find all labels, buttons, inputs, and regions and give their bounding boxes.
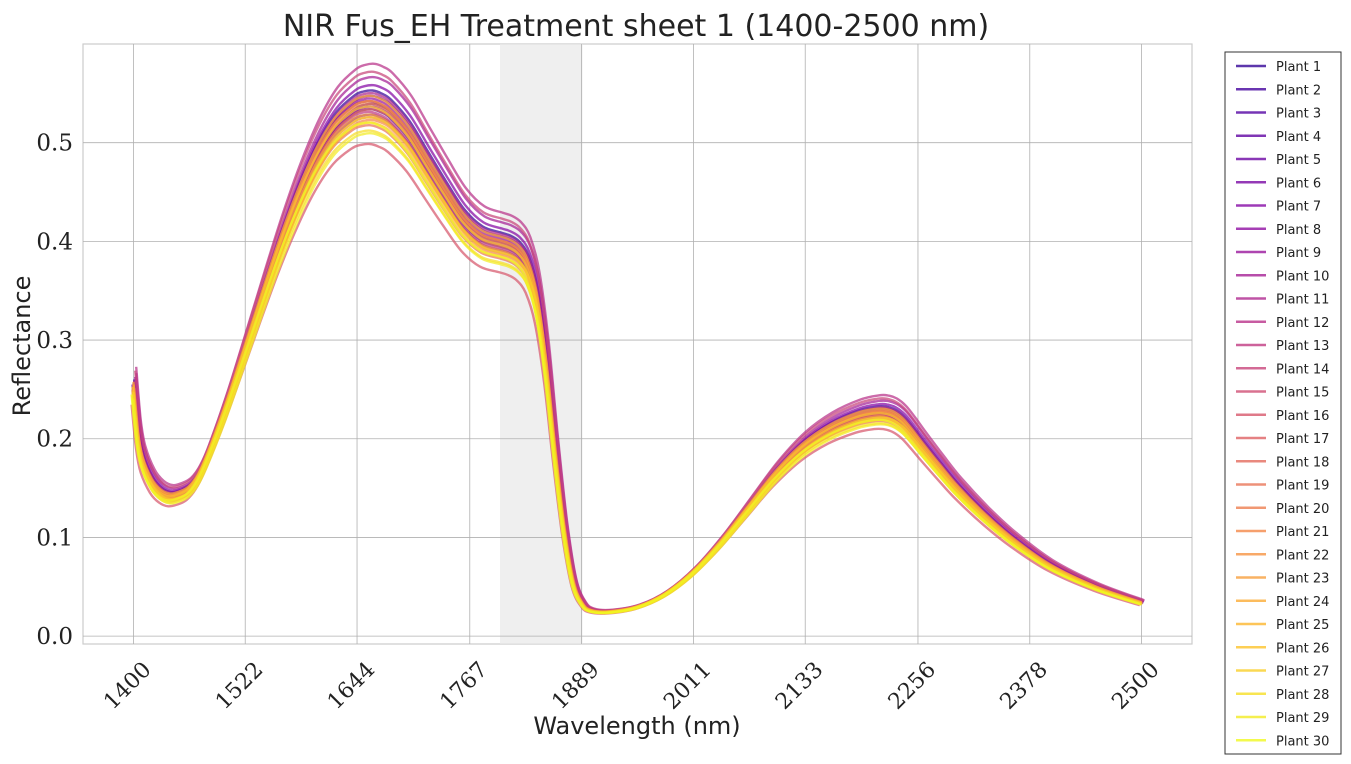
y-tick-label: 0.2	[36, 427, 73, 453]
legend-label: Plant 2	[1276, 83, 1321, 98]
legend-label: Plant 4	[1276, 130, 1321, 145]
legend-label: Plant 5	[1276, 153, 1321, 168]
y-tick-label: 0.3	[36, 328, 73, 354]
y-tick-label: 0.0	[36, 624, 73, 650]
grid-lines	[83, 44, 1192, 644]
legend-label: Plant 23	[1276, 572, 1329, 587]
y-tick-label: 0.4	[36, 229, 73, 255]
series-line	[130, 121, 1141, 614]
legend-label: Plant 25	[1276, 618, 1329, 633]
legend-label: Plant 6	[1276, 176, 1321, 191]
legend-label: Plant 10	[1276, 269, 1329, 284]
legend-label: Plant 15	[1276, 386, 1329, 401]
legend-label: Plant 24	[1276, 595, 1329, 610]
x-tick-label: 2378	[996, 657, 1053, 714]
plot-area	[82, 43, 1193, 645]
legend-label: Plant 13	[1276, 339, 1329, 354]
legend: Plant 1 Plant 2 Plant 3 Plant 4 Plant 5 Plant…	[1224, 51, 1342, 755]
legend-label: Plant 7	[1276, 200, 1321, 215]
legend-label: Plant 20	[1276, 502, 1329, 517]
legend-label: Plant 26	[1276, 641, 1329, 656]
x-tick-label: 2133	[771, 657, 828, 714]
x-axis-ticks: 1400 1522 1644 1767 1889 2011 2133 2256 2378 2500	[99, 657, 1164, 714]
legend-label: Plant 21	[1276, 525, 1329, 540]
legend-label: Plant 3	[1276, 107, 1321, 122]
y-tick-label: 0.5	[36, 131, 73, 157]
legend-label: Plant 22	[1276, 548, 1329, 563]
x-axis-label: Wavelength (nm)	[533, 712, 740, 740]
y-axis-ticks: 0.0 0.1 0.2 0.3 0.4 0.5	[36, 131, 73, 650]
y-axis-label: Reflectance	[8, 276, 36, 417]
x-tick-label: 1522	[211, 657, 268, 714]
series-line	[134, 70, 1144, 612]
series-line	[131, 105, 1142, 614]
x-tick-label: 2011	[659, 657, 716, 714]
y-tick-label: 0.1	[36, 525, 73, 551]
x-tick-label: 1767	[436, 657, 493, 714]
legend-label: Plant 27	[1276, 665, 1329, 680]
legend-label: Plant 14	[1276, 362, 1329, 377]
legend-label: Plant 1	[1276, 60, 1321, 75]
legend-label: Plant 9	[1276, 246, 1321, 261]
legend-box	[1224, 51, 1342, 755]
legend-label: Plant 28	[1276, 688, 1329, 703]
legend-label: Plant 29	[1276, 711, 1329, 726]
series-lines	[130, 62, 1145, 615]
legend-label: Plant 8	[1276, 223, 1321, 238]
x-tick-label: 1400	[99, 657, 156, 714]
legend-label: Plant 30	[1276, 734, 1329, 749]
x-tick-label: 2500	[1107, 657, 1164, 714]
x-tick-label: 2256	[884, 657, 941, 714]
legend-label: Plant 12	[1276, 316, 1329, 331]
legend-label: Plant 11	[1276, 293, 1329, 308]
chart-title: NIR Fus_EH Treatment sheet 1 (1400-2500 …	[283, 9, 989, 44]
legend-label: Plant 18	[1276, 455, 1329, 470]
legend-label: Plant 19	[1276, 479, 1329, 494]
x-tick-label: 1644	[323, 657, 380, 714]
legend-label: Plant 17	[1276, 432, 1329, 447]
x-tick-label: 1889	[547, 657, 604, 714]
legend-label: Plant 16	[1276, 409, 1329, 424]
